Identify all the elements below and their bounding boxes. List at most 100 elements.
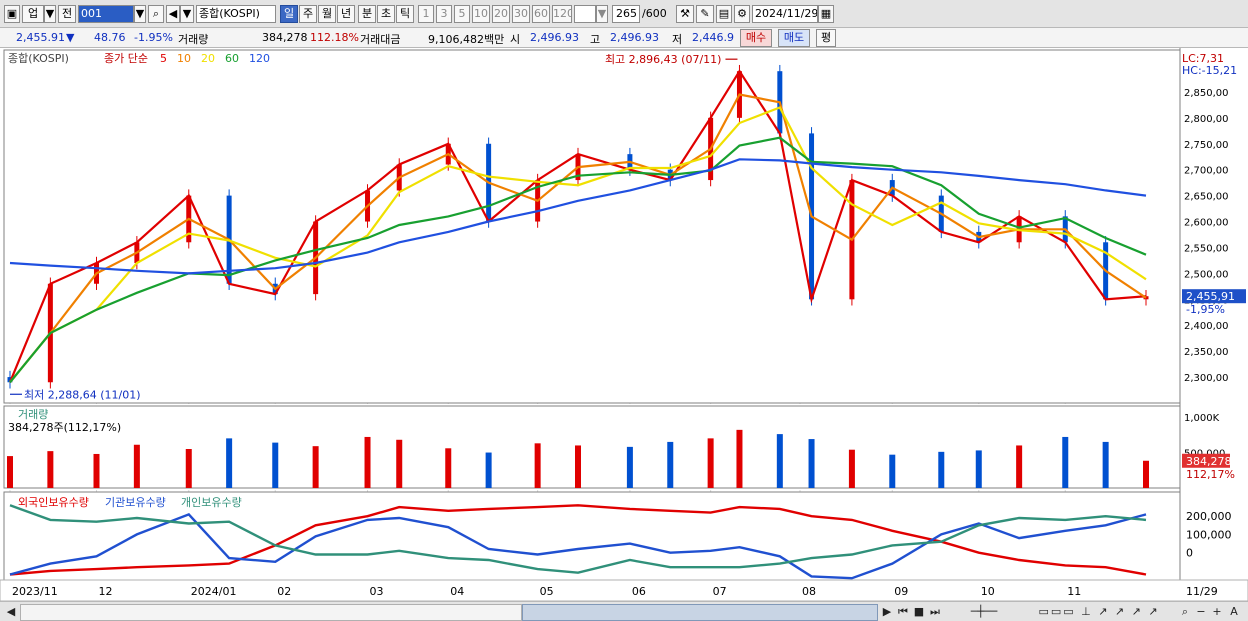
chart-settings-icon[interactable]: ✎	[696, 5, 714, 23]
volume-tick-label: 1,000K	[1184, 413, 1220, 424]
buy-button[interactable]: 매수	[740, 29, 772, 47]
rewind-icon[interactable]: ⏮	[898, 605, 908, 618]
drawing-tools[interactable]: ▭▭▭ ⊥ ↗ ↗ ↗ ↗	[1038, 605, 1160, 618]
code-input[interactable]: 001	[78, 5, 134, 23]
search-icon[interactable]: ⌕	[148, 5, 164, 23]
amount-label: 거래대금	[360, 33, 401, 46]
interval-30[interactable]: 30	[512, 5, 530, 23]
price-change-pct: -1.95%	[134, 31, 173, 44]
ma-line-120	[9, 158, 1147, 275]
zoom-slider[interactable]: ─┼──	[970, 605, 998, 618]
scroll-right-icon[interactable]: ▶	[882, 605, 892, 618]
chart-area[interactable]: 2,300,002,350,002,400,002,450,002,500,00…	[0, 48, 1248, 601]
volume-bar	[975, 450, 982, 488]
low-label: 저	[672, 33, 683, 46]
volume-panel-title: 거래량	[18, 408, 48, 421]
ma-legend-20: 20	[201, 52, 215, 65]
count-input[interactable]: 265	[612, 5, 640, 23]
quote-bar: 2,455.91 ▼ 48.76 -1.95% 거래량 384,278 112.…	[0, 28, 1248, 48]
calendar-icon[interactable]: ▦	[818, 5, 834, 23]
interval-60[interactable]: 60	[532, 5, 550, 23]
volume-bar	[485, 452, 492, 488]
interval-5[interactable]: 5	[454, 5, 470, 23]
x-tick-label: 07	[713, 585, 727, 598]
holdings-tick-label: 200,000	[1186, 510, 1232, 523]
x-tick-label: 06	[632, 585, 646, 598]
ma-line-60	[9, 136, 1147, 383]
volume-bar	[626, 446, 633, 488]
gear-icon[interactable]: ⚙	[734, 5, 750, 23]
volume-bar	[226, 438, 233, 488]
interval-dropdown-icon[interactable]: ▼	[596, 5, 608, 23]
chart-scrollbar[interactable]	[20, 604, 522, 621]
period-tab-minute[interactable]: 분	[358, 5, 376, 23]
code-dropdown-icon[interactable]: ▼	[134, 5, 146, 23]
volume-bar	[1143, 460, 1149, 488]
chart-status-bar: ◀ ▶ ⏮ ■ ⏭ ─┼── ▭▭▭ ⊥ ↗ ↗ ↗ ↗ ⌕ − + A	[0, 601, 1248, 621]
speaker-icon[interactable]: ◀	[166, 5, 180, 23]
high-value: 2,496.93	[610, 31, 659, 44]
price-tick-label: 2,400,00	[1184, 321, 1229, 332]
x-end-label: 11/29	[1186, 585, 1218, 598]
chart-scroll-thumb[interactable]	[522, 604, 878, 621]
current-price: 2,455.91	[16, 31, 65, 44]
interval-10[interactable]: 10	[472, 5, 490, 23]
price-volume-chart[interactable]: 2,300,002,350,002,400,002,450,002,500,00…	[0, 48, 1248, 601]
last-volume-box	[1182, 453, 1230, 468]
forward-icon[interactable]: ⏭	[930, 605, 940, 618]
font-size-icon[interactable]: A	[1230, 605, 1238, 618]
volume-bar	[848, 449, 855, 488]
ma-legend-5: 5	[160, 52, 167, 65]
volume-bar	[396, 439, 403, 488]
volume-bar	[776, 434, 783, 488]
holdings-line-2	[9, 504, 1147, 574]
interval-1[interactable]: 1	[418, 5, 434, 23]
zoom-in-icon[interactable]: +	[1212, 605, 1222, 618]
volume-bar	[938, 451, 945, 488]
period-tab-second[interactable]: 초	[377, 5, 395, 23]
chart-type-icon[interactable]: ▣	[4, 5, 20, 23]
period-tab-week[interactable]: 주	[299, 5, 317, 23]
price-tick-label: 2,300,00	[1184, 373, 1229, 384]
volume-bar	[364, 436, 371, 488]
period-tab-month[interactable]: 월	[318, 5, 336, 23]
interval-3[interactable]: 3	[436, 5, 452, 23]
sell-button[interactable]: 매도	[778, 29, 810, 47]
tool-icon[interactable]: ⚒	[676, 5, 694, 23]
market-dropdown-icon[interactable]: ▼	[44, 5, 56, 23]
holdings-line-1	[9, 512, 1147, 580]
zoom-out-icon[interactable]: −	[1196, 605, 1206, 618]
prev-code-button[interactable]: 전	[58, 5, 76, 23]
scroll-left-icon[interactable]: ◀	[6, 605, 16, 618]
ma-line-10	[9, 93, 1147, 383]
volume-bar	[7, 456, 13, 488]
chart-panel-0	[3, 49, 1181, 404]
speaker-dropdown-icon[interactable]: ▼	[180, 5, 194, 23]
volume-bar	[889, 454, 896, 488]
hc-label: HC:-15,21	[1182, 64, 1237, 77]
ma-legend-label: 종가 단순	[104, 52, 148, 65]
date-input[interactable]: 2024/11/29	[752, 5, 818, 23]
price-tick-label: 2,650,00	[1184, 192, 1229, 203]
period-tab-day[interactable]: 일	[280, 5, 298, 23]
chart-panel-1	[3, 405, 1181, 489]
volume-bar	[445, 448, 452, 488]
volume-value: 384,278	[262, 31, 308, 44]
holdings-legend-0: 외국인보유수량	[18, 496, 89, 509]
market-select[interactable]: 업	[22, 5, 44, 23]
stop-icon[interactable]: ■	[913, 605, 925, 618]
interval-120[interactable]: 120	[552, 5, 572, 23]
x-tick-label: 04	[450, 585, 464, 598]
high-label: 고	[590, 33, 601, 46]
period-tab-year[interactable]: 년	[337, 5, 355, 23]
last-price-label: 2,455,91	[1186, 290, 1235, 303]
interval-20[interactable]: 20	[492, 5, 510, 23]
period-tab-tick[interactable]: 틱	[396, 5, 414, 23]
save-icon[interactable]: ▤	[716, 5, 732, 23]
count-total: /600	[642, 7, 667, 20]
eval-button[interactable]: 평	[816, 29, 836, 47]
x-tick-label: 11	[1067, 585, 1081, 598]
last-pct-label: -1,95%	[1186, 303, 1225, 316]
zoom-search-icon[interactable]: ⌕	[1181, 605, 1189, 618]
interval-custom-input[interactable]	[574, 5, 596, 23]
